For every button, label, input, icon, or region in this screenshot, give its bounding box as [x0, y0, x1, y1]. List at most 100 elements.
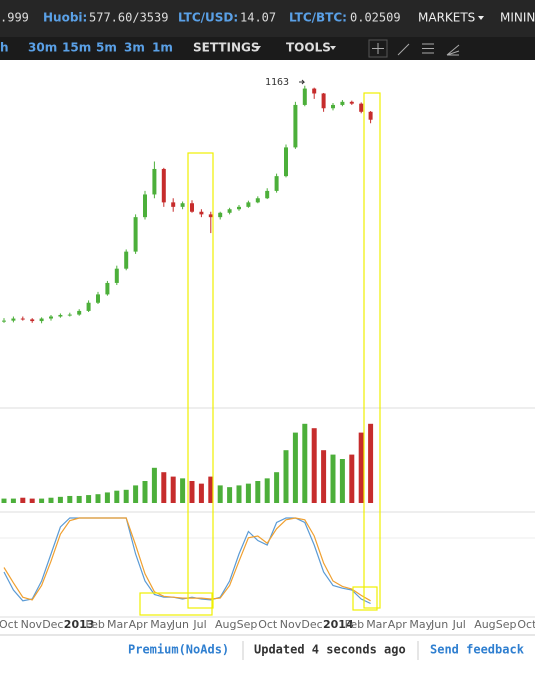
candle-body	[39, 318, 44, 322]
volume-bar	[339, 459, 345, 503]
x-tick-label: Sep	[237, 618, 258, 631]
candle-body	[321, 93, 326, 109]
price: 577.60/3539	[89, 11, 168, 25]
volume-bar	[236, 485, 242, 503]
volume-bar	[151, 467, 157, 503]
pair-label[interactable]: LTC/BTC:	[289, 11, 347, 25]
interval[interactable]: 30m	[28, 41, 57, 55]
x-tick-label: Nov	[21, 618, 43, 631]
volume-bar	[67, 495, 73, 503]
volume-bar	[29, 498, 35, 503]
menu[interactable]: SETTINGS	[193, 41, 260, 55]
interval[interactable]: h	[0, 41, 9, 55]
volume-bar	[321, 450, 327, 503]
candle-body	[96, 294, 100, 303]
candle-body	[349, 101, 354, 104]
candle-body	[218, 212, 223, 218]
candle-body	[227, 209, 232, 213]
exchange-label[interactable]: Huobi:	[43, 11, 87, 25]
volume-bar	[180, 478, 186, 503]
volume-bar	[245, 483, 251, 503]
top-bar	[0, 0, 535, 37]
candle-body	[274, 176, 279, 191]
volume-bar	[161, 472, 167, 503]
x-tick-label: May	[409, 618, 432, 631]
volume-bar	[86, 495, 92, 503]
volume-bar	[255, 481, 261, 503]
annotation: 1163	[265, 77, 289, 88]
x-tick-label: Nov	[280, 618, 302, 631]
interval[interactable]: 15m	[62, 41, 91, 55]
candle-body	[49, 316, 53, 319]
interval[interactable]: 1m	[152, 41, 173, 55]
menu[interactable]: TOOLS	[286, 41, 331, 55]
volume-bar	[48, 497, 54, 503]
volume-bar	[57, 496, 63, 503]
toolbar-items: h 30m 15m 5m 3m 1m SETTINGS TOOLS	[0, 39, 460, 58]
highlight-boxes	[139, 92, 381, 616]
x-tick-label: Aug	[474, 618, 495, 631]
x-tick-label: 2014	[323, 618, 354, 631]
oscillator-line	[3, 517, 371, 602]
volume-bar	[39, 498, 45, 503]
candle-body	[11, 318, 16, 321]
link[interactable]: Send feedback	[430, 643, 525, 657]
x-tick-label: Jul	[192, 618, 206, 631]
candle-body	[180, 203, 185, 207]
x-tick-label: Mar	[366, 618, 387, 631]
candle-body	[161, 168, 166, 203]
volume-bar	[368, 423, 374, 503]
interval[interactable]: 5m	[96, 41, 117, 55]
volume-bar	[330, 454, 336, 503]
x-tick-label: Oct	[258, 618, 278, 631]
x-tick-label: Sep	[496, 618, 517, 631]
volume-bar	[95, 494, 101, 503]
candle-body	[208, 214, 213, 218]
candle-body	[284, 147, 288, 177]
volume-bar	[349, 454, 355, 503]
candle-body	[340, 101, 345, 105]
x-tick-label: May	[150, 618, 173, 631]
candle-body	[293, 104, 298, 148]
candle-body	[331, 104, 335, 109]
candle-body	[368, 111, 373, 120]
candle-body	[124, 251, 129, 269]
candle-body	[67, 314, 72, 316]
menu[interactable]: MARKETS	[418, 11, 475, 25]
x-tick-label: Dec	[301, 618, 322, 631]
tool-icons[interactable]	[368, 39, 460, 58]
x-tick-label: 2013	[64, 618, 95, 631]
candle-body	[190, 203, 194, 212]
dropdown-arrow	[255, 46, 261, 50]
volume-bar	[283, 450, 289, 503]
candle-body	[265, 190, 270, 199]
x-tick-label: Apr	[388, 618, 408, 631]
link[interactable]: Premium(NoAds)	[128, 643, 229, 657]
candle-body	[114, 268, 119, 283]
candle-body	[86, 302, 91, 311]
candle-body	[152, 168, 157, 195]
price: 14.07	[240, 11, 276, 25]
candle-body	[246, 202, 251, 207]
candle-body	[77, 310, 82, 315]
status: Updated 4 seconds ago	[254, 643, 406, 657]
volume-bar	[10, 498, 16, 503]
oscillator-line	[3, 517, 371, 605]
price: .999	[0, 11, 29, 25]
x-tick-label: Dec	[42, 618, 63, 631]
annotation-arrow	[299, 79, 306, 85]
volume-bar	[274, 472, 280, 503]
price: 0.02509	[350, 11, 401, 25]
interval[interactable]: 3m	[124, 41, 145, 55]
candle-body	[199, 211, 204, 215]
x-tick-label: Jun	[430, 618, 448, 631]
volume-bar	[133, 485, 139, 503]
pair-label[interactable]: LTC/USD:	[178, 11, 238, 25]
candle-body	[30, 319, 35, 322]
menu[interactable]: MININ	[500, 11, 535, 25]
candle-body	[237, 206, 241, 210]
panel-separators	[0, 407, 535, 618]
candle-body	[133, 217, 138, 252]
